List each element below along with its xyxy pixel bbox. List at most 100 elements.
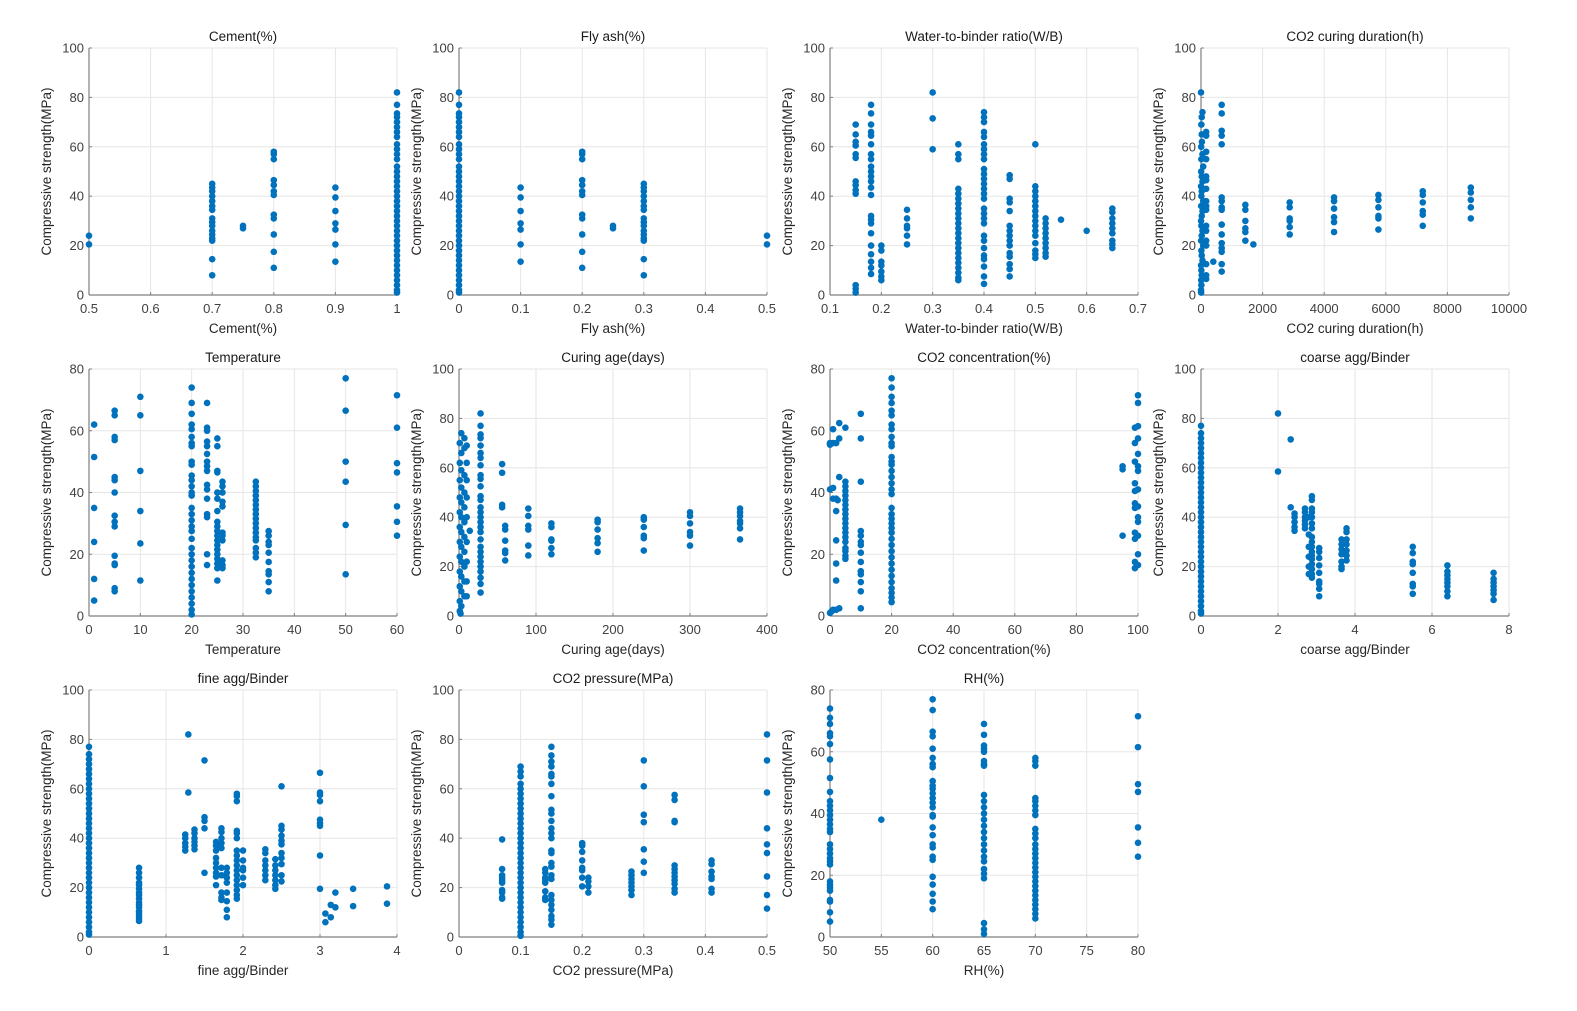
x-tick-label: 100 xyxy=(525,622,547,637)
data-point xyxy=(1134,486,1142,493)
data-point xyxy=(929,873,936,881)
data-point xyxy=(393,89,401,96)
subplot-title: RH(%) xyxy=(964,671,1005,686)
y-tick-label: 20 xyxy=(440,559,454,574)
data-point xyxy=(477,475,484,483)
data-point xyxy=(1134,435,1142,442)
data-point xyxy=(85,889,93,896)
data-point xyxy=(1006,273,1013,280)
data-point xyxy=(888,461,895,469)
data-point xyxy=(1419,211,1427,219)
data-point xyxy=(955,155,962,163)
data-point xyxy=(1218,248,1225,256)
data-point xyxy=(1032,187,1039,195)
data-point xyxy=(135,874,143,882)
data-point xyxy=(188,504,195,512)
data-point xyxy=(1218,101,1225,109)
data-point xyxy=(857,571,865,578)
data-point xyxy=(455,247,463,254)
data-point xyxy=(640,192,648,200)
data-point xyxy=(1197,568,1205,575)
data-point xyxy=(90,597,98,604)
data-point xyxy=(188,535,195,543)
y-tick-label: 100 xyxy=(432,683,454,698)
data-point xyxy=(393,227,401,235)
data-point xyxy=(332,184,339,191)
data-point xyxy=(640,858,648,865)
data-point xyxy=(517,909,524,916)
data-point xyxy=(393,197,401,205)
y-tick-label: 0 xyxy=(818,288,825,303)
data-point xyxy=(955,244,962,252)
data-point xyxy=(1308,508,1316,516)
data-point xyxy=(832,577,840,584)
data-point xyxy=(214,564,221,572)
data-point xyxy=(929,890,936,898)
data-point xyxy=(455,232,463,240)
data-point xyxy=(1006,175,1013,183)
data-point xyxy=(458,449,465,457)
data-point xyxy=(980,834,988,842)
data-point xyxy=(517,864,524,872)
data-point xyxy=(980,263,988,270)
data-point xyxy=(888,421,895,428)
data-point xyxy=(85,785,93,793)
data-point xyxy=(1490,569,1497,577)
data-point xyxy=(1134,422,1142,430)
data-point xyxy=(929,790,936,797)
subplot-title: Temperature xyxy=(205,350,281,365)
y-tick-label: 0 xyxy=(1189,288,1196,303)
data-point xyxy=(239,881,247,889)
data-point xyxy=(541,896,549,904)
data-point xyxy=(640,811,648,819)
data-point xyxy=(578,176,586,184)
data-point xyxy=(477,536,484,543)
data-point xyxy=(888,520,895,527)
data-point xyxy=(393,503,401,510)
data-point xyxy=(214,469,221,476)
x-tick-label: 100 xyxy=(1127,622,1149,637)
data-point xyxy=(1032,217,1039,225)
x-tick-label: 0.4 xyxy=(696,943,714,958)
data-point xyxy=(498,460,506,468)
data-point xyxy=(458,543,465,551)
data-point xyxy=(826,828,834,836)
data-point xyxy=(203,438,211,445)
y-tick-label: 60 xyxy=(440,139,454,154)
data-point xyxy=(929,728,936,735)
data-point xyxy=(219,483,226,490)
data-point xyxy=(188,492,195,499)
data-point xyxy=(233,852,241,859)
data-point xyxy=(686,532,694,540)
y-axis-label: Compressive strength(MPa) xyxy=(39,87,54,255)
data-point xyxy=(477,574,484,582)
data-point xyxy=(498,889,506,896)
data-point xyxy=(214,541,221,549)
data-point xyxy=(1197,434,1205,442)
data-point xyxy=(929,754,936,762)
x-tick-label: 3 xyxy=(316,943,323,958)
data-point xyxy=(214,523,221,530)
data-point xyxy=(1032,841,1039,848)
data-point xyxy=(463,538,471,546)
data-point xyxy=(501,537,509,544)
data-point xyxy=(517,849,524,857)
data-point xyxy=(458,588,465,595)
data-point xyxy=(955,276,962,284)
y-tick-label: 40 xyxy=(440,510,454,525)
data-point xyxy=(208,187,216,195)
data-point xyxy=(888,442,895,450)
data-point xyxy=(332,207,339,215)
data-point xyxy=(463,592,471,600)
data-point xyxy=(393,518,401,526)
data-point xyxy=(332,258,339,265)
data-point xyxy=(578,155,586,163)
data-point xyxy=(188,461,195,469)
data-point xyxy=(1032,878,1039,885)
data-point xyxy=(852,121,859,128)
data-point xyxy=(548,523,555,531)
y-tick-label: 0 xyxy=(818,609,825,624)
data-point xyxy=(980,145,988,153)
data-point xyxy=(85,775,93,783)
data-point xyxy=(525,542,532,549)
